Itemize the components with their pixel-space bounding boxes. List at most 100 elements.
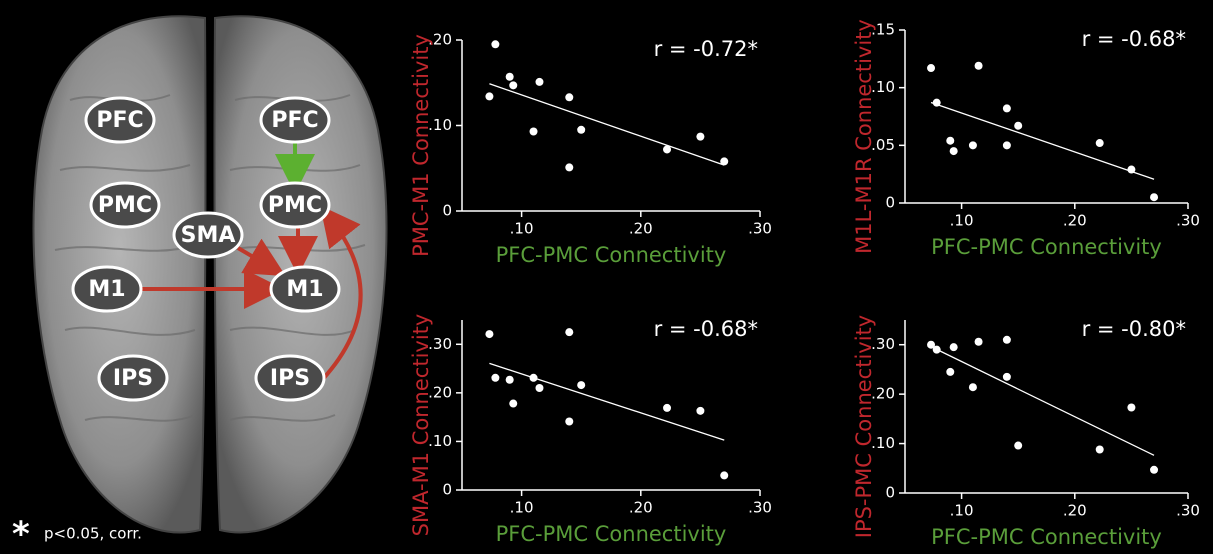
x-tick-label: .10 — [950, 502, 974, 520]
x-tick-label: .10 — [510, 220, 534, 238]
node-label: PFC — [271, 108, 318, 133]
annotation: r = -0.80* — [1082, 317, 1186, 341]
point — [1095, 445, 1104, 454]
node — [97, 354, 169, 402]
point — [509, 81, 518, 90]
node-label: PMC — [268, 193, 322, 218]
x-axis-label: PFC-PMC Connectivity — [496, 243, 727, 267]
point — [927, 340, 936, 349]
point — [1002, 104, 1011, 113]
point — [968, 383, 977, 392]
y-tick-label: .30 — [428, 335, 452, 353]
x-tick-label: .20 — [629, 499, 653, 517]
node — [259, 96, 331, 144]
point — [1150, 193, 1159, 202]
node — [269, 265, 341, 313]
point — [535, 384, 544, 392]
x-tick-label: .30 — [1176, 502, 1200, 520]
node-label: PMC — [98, 193, 152, 218]
y-tick-label: .05 — [871, 136, 895, 154]
y-tick-label: 0 — [442, 481, 452, 499]
point — [946, 367, 955, 376]
point — [1002, 335, 1011, 344]
x-tick-label: .20 — [629, 220, 653, 238]
footnote-text: p<0.05, corr. — [44, 525, 142, 543]
point — [529, 127, 538, 136]
node-label: M1 — [286, 277, 323, 302]
y-axis-label: SMA-M1 Connectivity — [409, 314, 433, 537]
point — [485, 330, 494, 339]
point — [974, 337, 983, 346]
node — [259, 181, 331, 229]
y-tick-label: 0 — [442, 202, 452, 220]
point — [485, 92, 494, 101]
y-tick-label: .20 — [428, 31, 452, 49]
point — [577, 125, 586, 134]
point — [949, 343, 958, 352]
annotation: r = -0.68* — [1082, 27, 1186, 51]
point — [720, 157, 729, 166]
point — [932, 98, 941, 107]
footnote-symbol: * — [12, 515, 30, 554]
point — [1095, 139, 1104, 148]
point — [663, 145, 672, 154]
point — [968, 141, 977, 150]
point — [1150, 465, 1159, 474]
node — [89, 181, 161, 229]
y-tick-label: .10 — [871, 434, 895, 452]
y-tick-label: .20 — [428, 383, 452, 401]
point — [505, 375, 514, 384]
point — [1014, 441, 1023, 450]
node-label: IPS — [113, 366, 153, 391]
y-tick-label: .15 — [871, 21, 895, 39]
point — [949, 147, 958, 156]
point — [509, 399, 518, 408]
annotation: r = -0.72* — [654, 37, 758, 61]
y-axis-label: IPS-PMC Connectivity — [852, 315, 876, 538]
point — [1002, 141, 1011, 150]
point — [577, 381, 586, 390]
node-label: IPS — [270, 366, 310, 391]
x-tick-label: .10 — [510, 499, 534, 517]
point — [565, 328, 574, 337]
x-axis-label: PFC-PMC Connectivity — [931, 525, 1162, 549]
y-tick-label: .10 — [871, 78, 895, 96]
y-tick-label: .30 — [871, 335, 895, 353]
x-axis-label: PFC-PMC Connectivity — [496, 522, 727, 546]
point — [535, 77, 544, 86]
y-axis-label: PMC-M1 Connectivity — [409, 34, 433, 257]
fit-line — [489, 362, 725, 441]
y-tick-label: .20 — [871, 385, 895, 403]
point — [663, 403, 672, 412]
point — [696, 406, 705, 415]
fit-line — [489, 83, 725, 166]
node — [71, 265, 143, 313]
fit-line — [930, 346, 1155, 456]
point — [932, 345, 941, 354]
point — [565, 93, 574, 102]
y-tick-label: 0 — [885, 194, 895, 212]
x-tick-label: .20 — [1063, 502, 1087, 520]
arrows — [140, 140, 363, 382]
y-tick-label: 0 — [885, 484, 895, 502]
node-label: SMA — [181, 223, 236, 248]
point — [927, 64, 936, 73]
fit-line — [930, 101, 1155, 180]
point — [529, 373, 538, 382]
y-tick-label: .10 — [428, 432, 452, 450]
point — [1127, 403, 1136, 412]
node — [254, 354, 326, 402]
node — [172, 211, 244, 259]
point — [946, 136, 955, 145]
y-tick-label: .10 — [428, 116, 452, 134]
nodes: PFC PMC M1 IPS SMA PFC PMC M1 IPS — [71, 96, 341, 402]
x-tick-label: .30 — [748, 220, 772, 238]
x-tick-label: .30 — [748, 499, 772, 517]
point — [720, 471, 729, 480]
node — [84, 96, 156, 144]
point — [565, 163, 574, 172]
x-tick-label: .30 — [1176, 212, 1200, 230]
annotation: r = -0.68* — [654, 317, 758, 341]
point — [505, 72, 514, 81]
